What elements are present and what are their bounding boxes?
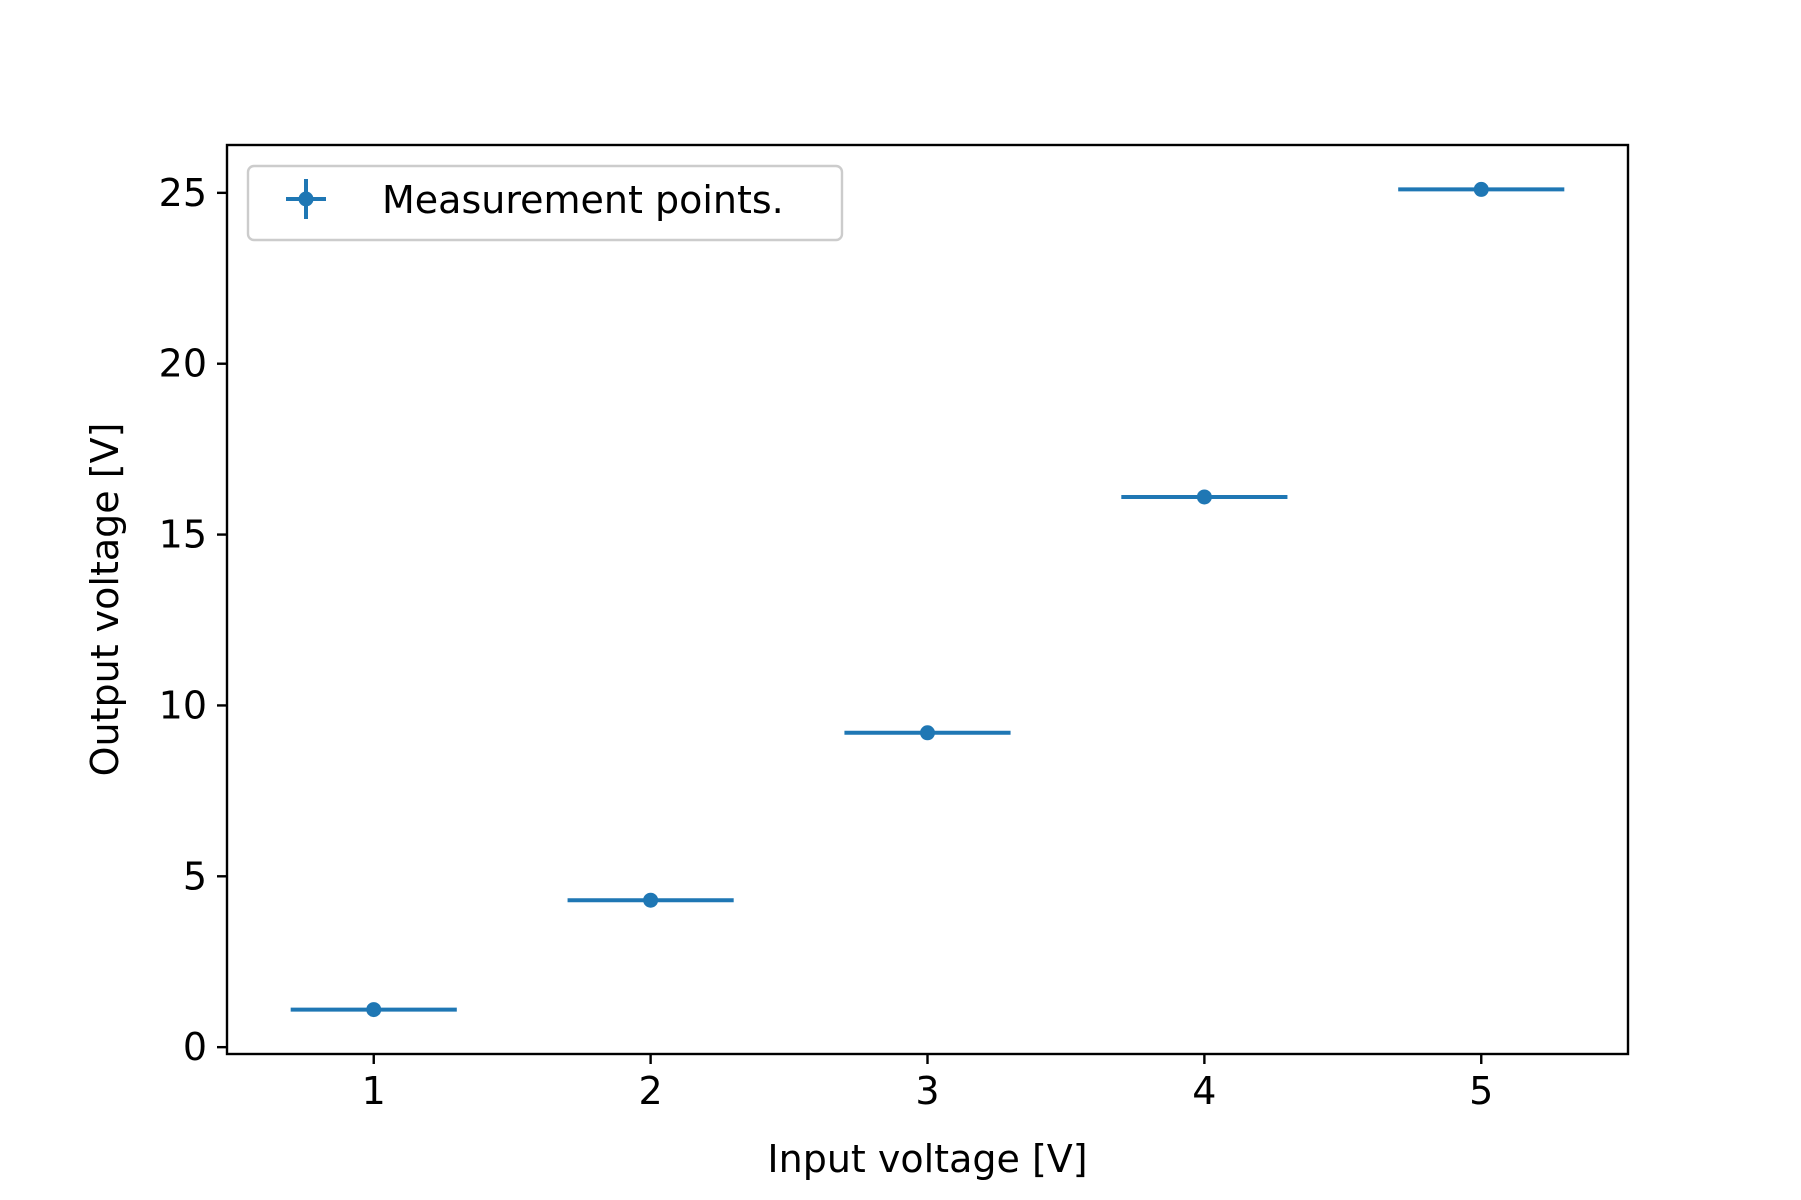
data-point — [1473, 181, 1489, 197]
legend-marker-dot — [298, 191, 314, 207]
plot-area-frame — [225, 143, 1630, 1056]
series-layer — [290, 181, 1565, 1018]
legend-marker — [286, 179, 326, 219]
y-tick-label: 0 — [183, 1025, 207, 1069]
y-tick-label: 10 — [159, 683, 207, 727]
x-tick-label: 5 — [1469, 1069, 1493, 1113]
series-measurement-points — [290, 181, 1565, 1018]
y-axis-label: Output voltage [V] — [83, 423, 127, 777]
legend-label-measurement-points: Measurement points. — [382, 178, 784, 222]
x-tick-label: 3 — [915, 1069, 939, 1113]
y-tick-label: 5 — [183, 854, 207, 898]
legend-box — [246, 164, 844, 242]
data-point — [1196, 489, 1212, 505]
x-tick-label: 4 — [1192, 1069, 1216, 1113]
x-axis-ticks: 1 2 3 4 5 — [362, 1054, 1493, 1113]
x-tick-label: 1 — [362, 1069, 386, 1113]
data-point — [643, 892, 659, 908]
y-tick-label: 25 — [159, 171, 207, 215]
y-tick-label: 20 — [159, 342, 207, 386]
plot-area-background — [227, 145, 1628, 1054]
x-tick-label: 2 — [639, 1069, 663, 1113]
data-point — [920, 725, 935, 741]
x-axis-label: Input voltage [V] — [767, 1137, 1087, 1181]
y-axis-ticks: 0 5 10 15 20 25 — [159, 171, 227, 1069]
data-point — [366, 1002, 382, 1018]
y-tick-label: 15 — [159, 513, 207, 557]
legend: Measurement points. — [246, 164, 844, 242]
